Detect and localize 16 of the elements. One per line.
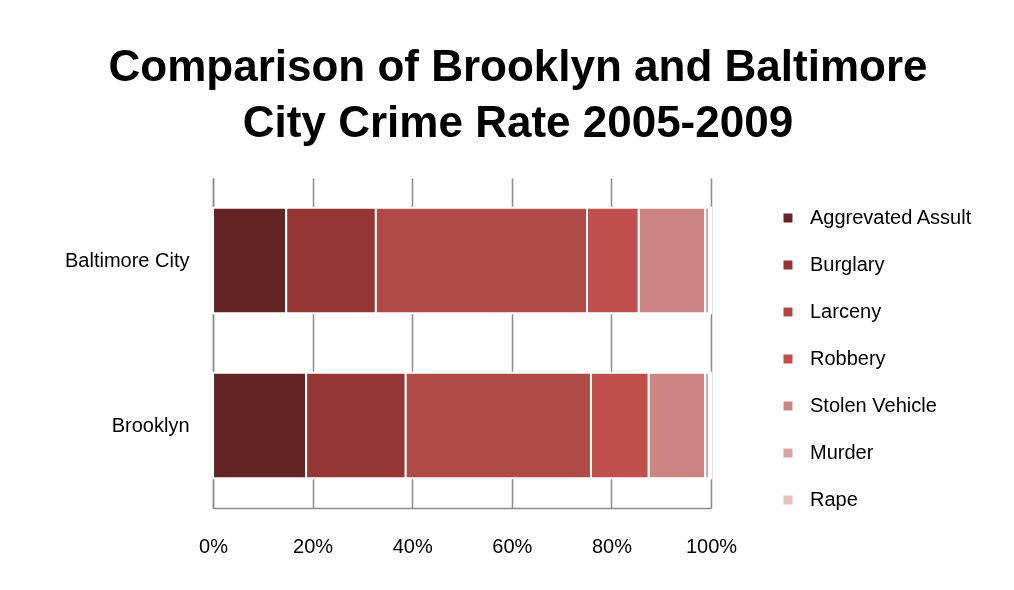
legend-label: Burglary bbox=[810, 253, 885, 275]
x-tick-label: 80% bbox=[591, 534, 633, 557]
x-tick-label: 60% bbox=[492, 534, 533, 557]
x-tick-label: 20% bbox=[293, 534, 334, 557]
legend-label: Stolen Vehicle bbox=[810, 394, 937, 416]
x-tick-label: 40% bbox=[392, 534, 433, 557]
legend-label: Larceny bbox=[810, 300, 882, 322]
legend-label: Murder bbox=[810, 441, 874, 463]
chart-title: Comparison of Brooklyn and Baltimore City Crime Rate 2005-2009 bbox=[108, 41, 928, 146]
legend-label: Aggrevated Assult bbox=[810, 206, 972, 228]
x-tick-label: 100% bbox=[685, 534, 738, 557]
x-tick-label: 0% bbox=[199, 534, 229, 557]
y-tick-label: Brooklyn bbox=[111, 413, 190, 436]
legend-label: Robbery bbox=[810, 347, 886, 369]
legend-label: Rape bbox=[810, 488, 858, 510]
y-tick-label: Baltimore City bbox=[65, 248, 190, 271]
